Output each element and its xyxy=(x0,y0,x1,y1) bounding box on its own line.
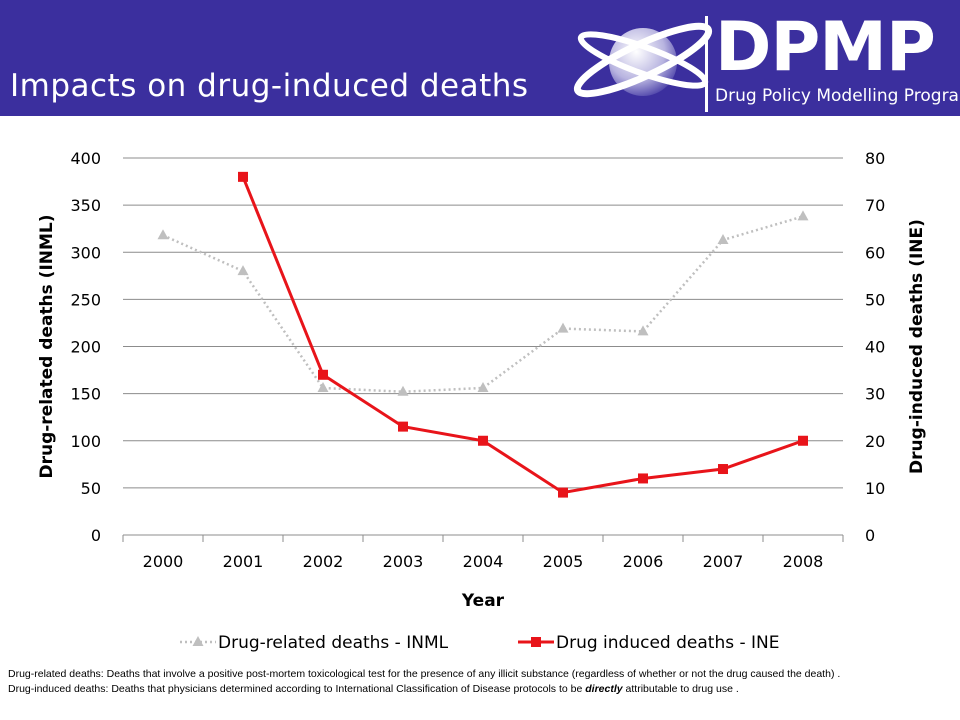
data-point-triangle xyxy=(797,210,809,221)
x-tick-label: 2000 xyxy=(143,552,184,571)
y-right-tick-label: 20 xyxy=(865,432,885,451)
data-point-triangle xyxy=(397,385,409,396)
y-right-tick-label: 70 xyxy=(865,196,885,215)
y-left-tick-label: 200 xyxy=(70,338,101,357)
x-tick-label: 2004 xyxy=(463,552,504,571)
y-right-tick-label: 50 xyxy=(865,290,885,309)
legend-label: Drug induced deaths - INE xyxy=(556,633,780,653)
logo-tagline: Drug Policy Modelling Program xyxy=(715,86,960,106)
y-right-tick-label: 40 xyxy=(865,338,885,357)
data-point-square xyxy=(718,464,728,475)
y-left-tick-label: 100 xyxy=(70,432,101,451)
legend-marker-square xyxy=(531,637,541,647)
definition-drug-induced: Drug-induced deaths: Deaths that physici… xyxy=(8,683,953,695)
legend-label: Drug-related deaths - INML xyxy=(218,633,449,653)
data-point-triangle xyxy=(637,325,649,336)
data-point-triangle xyxy=(717,233,729,244)
logo-divider xyxy=(705,16,708,112)
x-tick-label: 2001 xyxy=(223,552,264,571)
deaths-line-chart: 0 0 50 10 100 20 150 30 200 40 250 50 300 60 350 70 400 8… xyxy=(37,149,927,653)
y-right-tick-label: 80 xyxy=(865,149,885,168)
data-point-triangle xyxy=(317,381,329,392)
data-point-square xyxy=(398,421,408,432)
x-tick-label: 2006 xyxy=(623,552,664,571)
logo-wordmark: DPMP xyxy=(715,8,936,87)
dpmp-logo: DPMP Drug Policy Modelling Program xyxy=(565,2,960,116)
data-point-triangle xyxy=(157,229,169,240)
data-point-square xyxy=(238,171,248,182)
y-left-tick-label: 150 xyxy=(70,385,101,404)
data-point-square xyxy=(558,487,568,498)
x-tick-label: 2008 xyxy=(783,552,824,571)
page-title: Impacts on drug-induced deaths xyxy=(10,68,529,104)
y-right-tick-label: 0 xyxy=(865,526,875,545)
series-line-1 xyxy=(162,215,804,393)
y-right-tick-label: 60 xyxy=(865,243,885,262)
y-right-tick-label: 10 xyxy=(865,479,885,498)
y-left-tick-label: 350 xyxy=(70,196,101,215)
y-left-axis-title: Drug-related deaths (INML) xyxy=(37,214,57,478)
series-line-2 xyxy=(241,176,804,495)
y-left-tick-label: 250 xyxy=(70,290,101,309)
definitions-footnote: Drug-related deaths: Deaths that involve… xyxy=(8,668,953,695)
y-right-axis-title: Drug-induced deaths (INE) xyxy=(907,219,927,474)
y-left-tick-label: 50 xyxy=(81,479,101,498)
y-left-tick-label: 300 xyxy=(70,243,101,262)
data-point-triangle xyxy=(477,381,489,392)
x-tick-label: 2005 xyxy=(543,552,584,571)
x-axis-title: Year xyxy=(461,591,505,611)
data-point-square xyxy=(478,435,488,446)
data-point-triangle xyxy=(557,322,569,333)
x-tick-label: 2007 xyxy=(703,552,744,571)
data-point-square xyxy=(638,473,648,484)
definition-drug-induced-text: Drug-induced deaths: Deaths that physici… xyxy=(8,683,586,695)
header-bar: Impacts on drug-induced deaths DPMP Drug… xyxy=(0,0,960,116)
data-point-square xyxy=(798,435,808,446)
data-point-triangle xyxy=(237,265,249,276)
y-left-tick-label: 400 xyxy=(70,149,101,168)
orbit-logo-icon xyxy=(573,22,713,98)
definition-drug-induced-tail: attributable to drug use . xyxy=(622,683,739,695)
legend-marker-triangle xyxy=(192,636,204,646)
x-tick-label: 2002 xyxy=(303,552,344,571)
data-point-square xyxy=(318,369,328,380)
y-right-tick-label: 30 xyxy=(865,385,885,404)
x-tick-label: 2003 xyxy=(383,552,424,571)
definition-drug-related: Drug-related deaths: Deaths that involve… xyxy=(8,668,841,680)
y-left-tick-label: 0 xyxy=(91,526,101,545)
definition-emphasis: directly xyxy=(585,683,623,695)
